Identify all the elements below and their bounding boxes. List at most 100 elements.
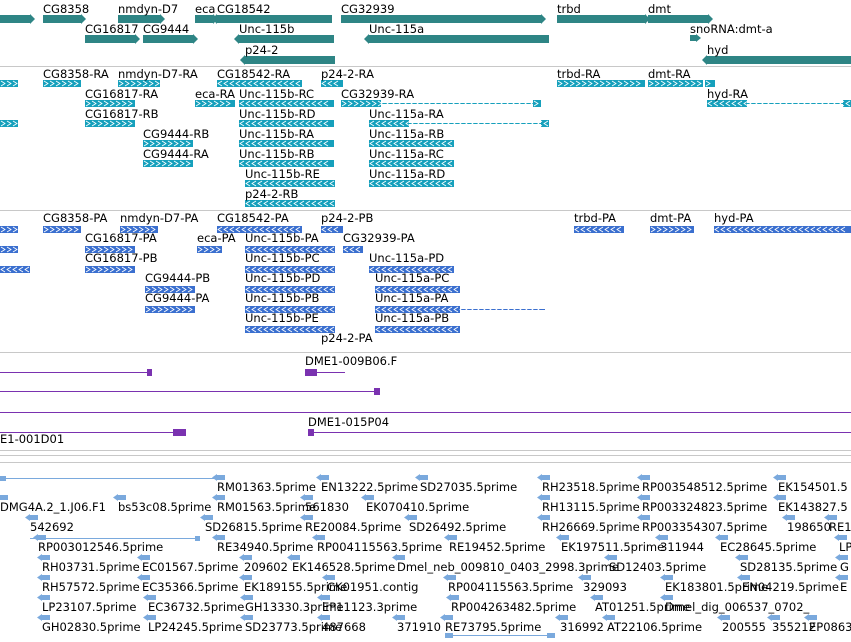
transcript-glyph[interactable]	[0, 80, 18, 87]
protein-glyph[interactable]	[375, 326, 460, 333]
transcript-label[interactable]: Unc-115a-RD	[369, 167, 446, 181]
gene-label[interactable]: CG32939	[341, 2, 395, 16]
est-label[interactable]: 329093	[583, 580, 627, 594]
clone-label[interactable]: DME1-015P04	[308, 415, 390, 429]
transcript-glyph[interactable]	[85, 120, 135, 127]
protein-label[interactable]: Unc-115a-PC	[375, 271, 450, 285]
transcript-glyph[interactable]	[369, 120, 549, 127]
est-label[interactable]: RM01563.5prime	[217, 500, 316, 514]
est-glyph[interactable]	[137, 574, 150, 581]
est-label[interactable]: G	[840, 560, 849, 574]
est-label[interactable]: 371910	[397, 620, 441, 634]
est-glyph[interactable]	[300, 494, 313, 501]
est-label[interactable]: 487668	[322, 620, 366, 634]
protein-glyph[interactable]	[650, 226, 694, 233]
est-label[interactable]: AT22106.5prime	[607, 620, 703, 634]
protein-label[interactable]: CG16817-PA	[85, 231, 157, 245]
transcript-label[interactable]: Unc-115a-RB	[369, 127, 445, 141]
est-glyph[interactable]	[555, 614, 568, 621]
est-label[interactable]: SD27035.5prime	[420, 480, 518, 494]
est-label[interactable]: SD12403.5prime	[609, 560, 707, 574]
gene-label[interactable]: dmt	[648, 2, 672, 16]
protein-glyph[interactable]	[245, 326, 335, 333]
transcript-label[interactable]: eca-RA	[195, 87, 235, 101]
protein-glyph[interactable]	[85, 266, 135, 273]
protein-label[interactable]: Unc-115b-PC	[245, 251, 320, 265]
gene-glyph[interactable]	[557, 14, 650, 24]
est-label[interactable]: 209602	[244, 560, 288, 574]
est-label[interactable]: RP004115563.5prime	[317, 540, 443, 554]
transcript-label[interactable]: hyd-RA	[707, 87, 748, 101]
clone-glyph[interactable]	[0, 369, 152, 376]
est-glyph[interactable]	[113, 494, 126, 501]
est-label[interactable]: RH26669.5prime	[542, 520, 640, 534]
est-label[interactable]: RP004263482.5prime	[451, 600, 577, 614]
protein-label[interactable]: Unc-115a-PA	[375, 291, 449, 305]
transcript-label[interactable]: nmdyn-D7-RA	[118, 67, 198, 81]
est-label[interactable]: EK183801.5prime	[665, 580, 769, 594]
protein-glyph[interactable]	[375, 306, 545, 313]
est-glyph[interactable]	[0, 476, 220, 481]
est-label[interactable]: RP003324823.5prime	[642, 500, 768, 514]
est-glyph[interactable]	[655, 534, 668, 541]
est-glyph[interactable]	[737, 574, 750, 581]
transcript-glyph[interactable]	[239, 120, 334, 127]
transcript-glyph[interactable]	[143, 160, 193, 167]
est-glyph[interactable]	[443, 574, 456, 581]
gene-glyph[interactable]	[240, 55, 335, 65]
protein-glyph[interactable]	[145, 286, 195, 293]
est-glyph[interactable]	[445, 633, 555, 638]
clone-glyph[interactable]	[0, 429, 186, 436]
protein-label[interactable]: hyd-PA	[714, 211, 754, 225]
est-glyph[interactable]	[767, 614, 780, 621]
est-label[interactable]: CK01951.contig	[327, 580, 419, 594]
transcript-glyph[interactable]	[557, 80, 645, 87]
gene-glyph[interactable]	[43, 14, 86, 24]
transcript-glyph[interactable]	[321, 80, 343, 87]
transcript-glyph[interactable]	[341, 100, 541, 107]
protein-glyph[interactable]	[574, 226, 624, 233]
transcript-glyph[interactable]	[217, 80, 302, 87]
clone-glyph[interactable]	[0, 388, 380, 395]
transcript-label[interactable]: p24-2-RA	[321, 67, 374, 81]
transcript-label[interactable]: Unc-115a-RA	[369, 107, 444, 121]
est-label[interactable]: SD23773.5prime	[245, 620, 343, 634]
est-glyph[interactable]	[782, 514, 795, 521]
gene-glyph[interactable]	[85, 34, 140, 44]
est-glyph[interactable]	[602, 614, 615, 621]
protein-label[interactable]: Unc-115a-PD	[369, 251, 445, 265]
est-glyph[interactable]	[143, 594, 156, 601]
protein-glyph[interactable]	[343, 246, 363, 253]
est-glyph[interactable]	[444, 534, 457, 541]
protein-label[interactable]: CG9444-PA	[145, 291, 210, 305]
est-glyph[interactable]	[212, 474, 225, 481]
clone-glyph[interactable]	[0, 409, 851, 416]
gene-label[interactable]: eca	[195, 2, 216, 16]
protein-glyph[interactable]	[197, 246, 222, 253]
est-glyph[interactable]	[556, 534, 569, 541]
est-glyph[interactable]	[239, 554, 252, 561]
transcript-label[interactable]: Unc-115b-RE	[245, 167, 320, 181]
gene-label[interactable]: CG18542	[217, 2, 271, 16]
est-glyph[interactable]	[25, 514, 38, 521]
est-label[interactable]: EN04219.5prime	[742, 580, 839, 594]
transcript-label[interactable]: CG32939-RA	[341, 87, 415, 101]
est-glyph[interactable]	[37, 554, 50, 561]
protein-glyph[interactable]	[0, 246, 18, 253]
gene-glyph[interactable]	[702, 55, 851, 65]
gene-label[interactable]: CG16817	[85, 22, 139, 36]
est-glyph[interactable]	[804, 614, 817, 621]
est-label[interactable]: LP24245.5prime	[148, 620, 243, 634]
clone-label[interactable]: DME1-009B06.F	[305, 354, 398, 368]
est-label[interactable]: GH13330.3prime	[245, 600, 344, 614]
est-glyph[interactable]	[322, 574, 335, 581]
est-label[interactable]: RP003012546.5prime	[38, 540, 164, 554]
est-glyph[interactable]	[33, 534, 46, 541]
transcript-glyph[interactable]	[707, 100, 851, 107]
protein-label[interactable]: dmt-PA	[650, 211, 692, 225]
est-label[interactable]: EC35366.5prime	[142, 580, 239, 594]
protein-label[interactable]: p24-2-PB	[321, 211, 374, 225]
protein-label[interactable]: eca-PA	[197, 231, 236, 245]
est-glyph[interactable]	[637, 514, 650, 521]
transcript-label[interactable]: Unc-115b-RB	[239, 147, 315, 161]
